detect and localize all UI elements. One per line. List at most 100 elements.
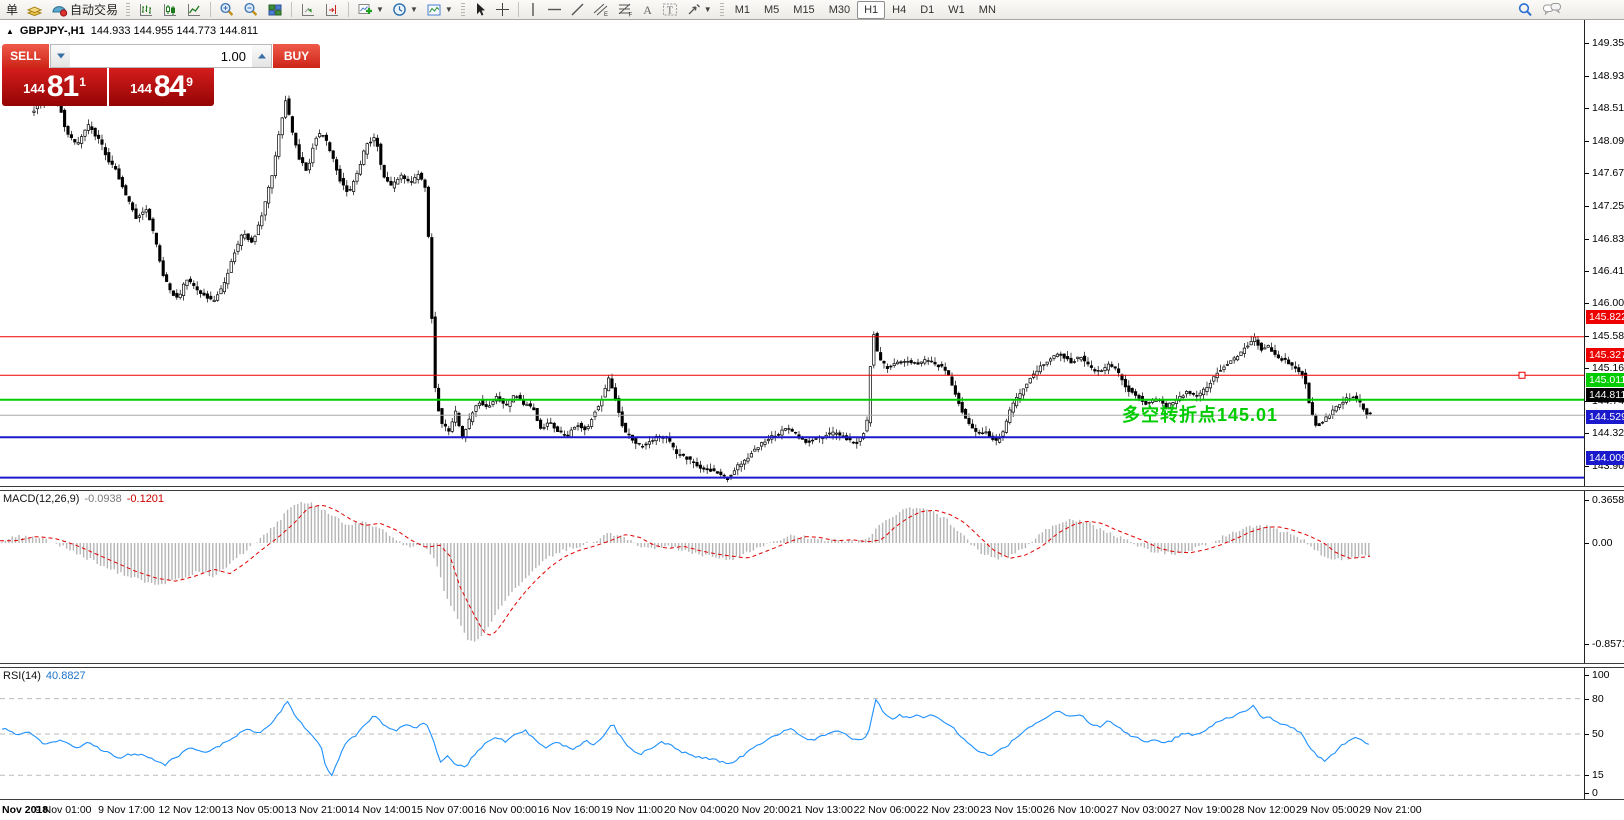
collapse-arrow-icon[interactable]: ▲ bbox=[6, 26, 14, 36]
toolbar-grip bbox=[460, 2, 465, 17]
price-annotation[interactable]: 多空转折点145.01 bbox=[1122, 405, 1279, 425]
buy-price-big: 84 bbox=[153, 70, 186, 103]
price-line-label: 145.327 bbox=[1586, 348, 1624, 363]
autotrading-label: 自动交易 bbox=[70, 3, 119, 17]
vertical-line-icon bbox=[532, 3, 534, 16]
zoom-in-button[interactable] bbox=[215, 1, 239, 19]
trade-panel-controls: SELL BUY bbox=[2, 44, 320, 68]
zoom-out-icon bbox=[244, 2, 258, 16]
metaeditor-icon bbox=[26, 6, 43, 17]
time-label: 16 Nov 16:00 bbox=[537, 804, 601, 816]
time-label: Nov 2018 bbox=[2, 804, 49, 816]
timeframe-h4-button[interactable]: H4 bbox=[885, 1, 913, 19]
rsi-axis[interactable]: 100 80 50 15 0 bbox=[1585, 668, 1624, 800]
arrows-button[interactable]: ▼ bbox=[682, 1, 716, 19]
chat-button[interactable] bbox=[1538, 1, 1566, 19]
price-chart[interactable] bbox=[0, 20, 1585, 488]
text-label-button[interactable]: T bbox=[658, 1, 682, 19]
time-label: 22 Nov 06:00 bbox=[853, 804, 917, 816]
buy-button[interactable]: BUY bbox=[273, 44, 320, 68]
time-label: 22 Nov 23:00 bbox=[916, 804, 980, 816]
equidistant-channel-button[interactable]: E bbox=[589, 1, 613, 19]
new-chart-icon bbox=[358, 3, 373, 14]
price-tick: 149.350 bbox=[1585, 37, 1624, 49]
horizontal-line-icon bbox=[547, 8, 561, 11]
one-click-trade-panel: SELL BUY 144 81 1 144 84 9 bbox=[2, 44, 320, 106]
timeframe-mn-button[interactable]: MN bbox=[972, 1, 1003, 19]
tile-windows-button[interactable] bbox=[263, 1, 287, 19]
price-tick: 145.580 bbox=[1585, 330, 1624, 342]
chart-shift-button[interactable] bbox=[320, 1, 344, 19]
chat-icon bbox=[1543, 2, 1561, 15]
metaeditor-button[interactable] bbox=[22, 1, 47, 19]
fibonacci-icon: F bbox=[618, 3, 632, 17]
buy-price[interactable]: 144 84 9 bbox=[109, 68, 214, 106]
time-label: 13 Nov 21:00 bbox=[284, 804, 348, 816]
periods-button[interactable]: ▼ bbox=[388, 1, 422, 19]
trendline-icon bbox=[571, 3, 584, 16]
fibonacci-button[interactable]: F bbox=[613, 1, 637, 19]
cursor-button[interactable] bbox=[469, 1, 491, 19]
line-chart-button[interactable] bbox=[182, 1, 206, 19]
svg-text:T: T bbox=[667, 5, 673, 16]
buy-price-prefix: 144 bbox=[130, 81, 152, 97]
price-tick: 147.250 bbox=[1585, 200, 1624, 212]
candlestick-chart-button[interactable] bbox=[158, 1, 182, 19]
svg-text:E: E bbox=[604, 12, 608, 17]
price-axis[interactable]: 149.350 148.930 148.510 148.090 147.670 147.2… bbox=[1585, 20, 1624, 488]
new-order-button[interactable]: 单 bbox=[2, 1, 22, 19]
time-label: 29 Nov 21:00 bbox=[1359, 804, 1422, 816]
rsi-indicator-chart[interactable] bbox=[0, 668, 1585, 800]
time-axis[interactable]: Nov 2018 9 Nov 01:00 9 Nov 17:00 12 Nov 12:… bbox=[0, 800, 1624, 820]
sell-price[interactable]: 144 81 1 bbox=[2, 68, 109, 106]
price-line-label: 144.009 bbox=[1586, 450, 1624, 465]
search-button[interactable] bbox=[1513, 1, 1538, 19]
time-label: 20 Nov 20:00 bbox=[727, 804, 790, 816]
price-tick: 148.090 bbox=[1585, 135, 1624, 147]
autotrading-icon bbox=[52, 6, 68, 17]
toolbar-separator bbox=[210, 2, 212, 17]
zoom-out-button[interactable] bbox=[239, 1, 263, 19]
volume-input[interactable] bbox=[70, 45, 252, 67]
new-chart-button[interactable]: ▼ bbox=[353, 1, 388, 19]
trade-panel-prices: 144 81 1 144 84 9 bbox=[2, 68, 214, 106]
crosshair-button[interactable] bbox=[491, 1, 514, 19]
time-label: 9 Nov 01:00 bbox=[34, 804, 92, 816]
price-tick: 146.000 bbox=[1585, 297, 1624, 309]
volume-increase-button[interactable] bbox=[252, 45, 271, 67]
pane-separator[interactable] bbox=[0, 663, 1624, 668]
volume-decrease-button[interactable] bbox=[51, 45, 70, 67]
time-label: 21 Nov 13:00 bbox=[790, 804, 853, 816]
templates-button[interactable]: ▼ bbox=[422, 1, 457, 19]
trendline-button[interactable] bbox=[566, 1, 589, 19]
rsi-scale-tick: 15 bbox=[1585, 769, 1604, 781]
sell-price-sup: 1 bbox=[79, 75, 86, 89]
sell-button[interactable]: SELL bbox=[2, 44, 49, 68]
horizontal-line-button[interactable] bbox=[543, 1, 566, 19]
timeframe-d1-button[interactable]: D1 bbox=[913, 1, 941, 19]
timeframe-m1-button[interactable]: M1 bbox=[728, 1, 757, 19]
toolbar-separator bbox=[291, 2, 293, 17]
bar-chart-button[interactable] bbox=[134, 1, 158, 19]
vertical-line-button[interactable] bbox=[523, 1, 543, 19]
timeframe-m15-button[interactable]: M15 bbox=[786, 1, 821, 19]
time-label: 14 Nov 14:00 bbox=[347, 804, 411, 816]
timeframe-m5-button[interactable]: M5 bbox=[757, 1, 786, 19]
main-toolbar: 单 自动交易 bbox=[0, 0, 1624, 20]
pane-separator[interactable] bbox=[0, 486, 1624, 491]
toolbar-grip bbox=[126, 2, 131, 17]
autotrading-button[interactable]: 自动交易 bbox=[47, 1, 122, 19]
price-tick: 148.930 bbox=[1585, 70, 1624, 82]
text-button[interactable]: A bbox=[637, 1, 658, 19]
macd-indicator-chart[interactable] bbox=[0, 491, 1585, 664]
price-tick: 147.670 bbox=[1585, 167, 1624, 179]
macd-scale-tick: 0.00 bbox=[1585, 537, 1612, 549]
pane-separator bbox=[0, 799, 1624, 800]
sell-price-big: 81 bbox=[46, 70, 79, 103]
timeframe-w1-button[interactable]: W1 bbox=[941, 1, 972, 19]
template-icon bbox=[427, 4, 441, 15]
timeframe-m30-button[interactable]: M30 bbox=[822, 1, 857, 19]
timeframe-h1-button[interactable]: H1 bbox=[857, 0, 886, 19]
auto-scroll-button[interactable] bbox=[296, 1, 320, 19]
